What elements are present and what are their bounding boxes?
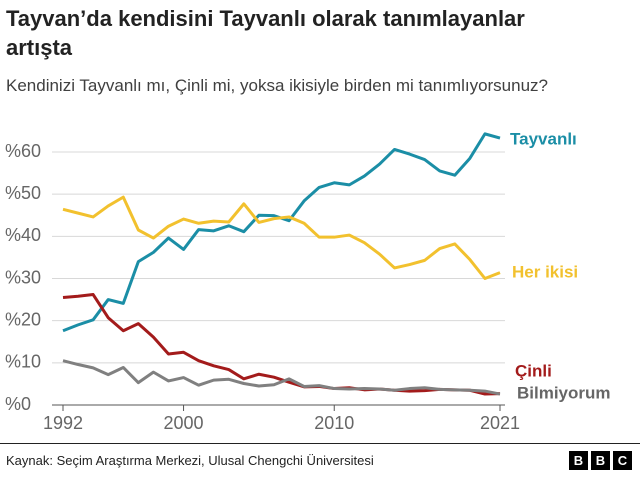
- source: Kaynak: Seçim Araştırma Merkezi, Ulusal …: [6, 453, 374, 468]
- series-line: [62, 132, 501, 333]
- y-tick-label: %40: [5, 225, 41, 245]
- logo-letter: B: [569, 451, 588, 470]
- chart-title: Tayvan’da kendisini Tayvanlı olarak tanı…: [6, 6, 525, 60]
- y-tick-label: %60: [5, 141, 41, 161]
- logo-letter: B: [591, 451, 610, 470]
- series-label: Her ikisi: [512, 262, 578, 281]
- x-tick-label: 1992: [43, 413, 83, 433]
- logo: B B C: [569, 451, 632, 470]
- series-label: Bilmiyorum: [517, 383, 611, 402]
- logo-letter: C: [613, 451, 632, 470]
- chart: %0 %10 %20 %30 %40 %50 %60 1992 2000 2010 2021 Tayv…: [5, 129, 611, 433]
- footer-rule: [0, 443, 640, 444]
- y-tick-label: %10: [5, 352, 41, 372]
- y-tick-label: %0: [5, 394, 31, 414]
- series-line: [62, 359, 501, 396]
- x-tick-label: 2000: [164, 413, 204, 433]
- y-tick-label: %50: [5, 183, 41, 203]
- chart-subtitle: Kendinizi Tayvanlı mı, Çinli mi, yoksa i…: [6, 76, 548, 95]
- series-label: Çinli: [515, 361, 552, 380]
- series-line: [62, 195, 501, 280]
- x-tick-label: 2010: [314, 413, 354, 433]
- y-tick-label: %30: [5, 267, 41, 287]
- x-tick-label: 2021: [480, 413, 520, 433]
- series-label: Tayvanlı: [510, 129, 577, 148]
- y-tick-label: %20: [5, 309, 41, 329]
- series-line: [62, 293, 501, 396]
